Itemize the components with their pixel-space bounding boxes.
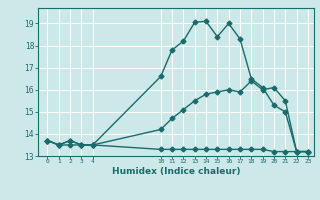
X-axis label: Humidex (Indice chaleur): Humidex (Indice chaleur)	[112, 167, 240, 176]
